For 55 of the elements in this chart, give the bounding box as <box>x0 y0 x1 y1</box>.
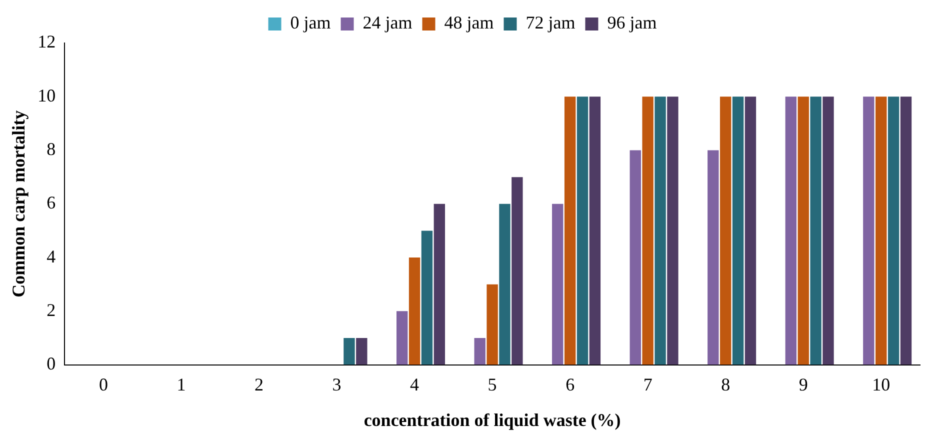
bar <box>876 96 887 365</box>
x-axis-title: concentration of liquid waste (%) <box>364 410 621 430</box>
bar <box>396 311 408 365</box>
bar <box>512 177 523 365</box>
x-tick-label: 5 <box>488 374 497 394</box>
x-tick-label: 9 <box>798 374 808 394</box>
bar <box>434 204 446 365</box>
bar <box>589 96 601 365</box>
x-tick-label: 1 <box>176 374 186 394</box>
bar <box>552 204 564 365</box>
bar <box>356 338 368 365</box>
bar <box>708 150 719 365</box>
bar <box>474 338 486 365</box>
y-tick-label: 12 <box>38 32 56 52</box>
x-tick-label: 6 <box>566 374 575 394</box>
bar <box>408 258 420 365</box>
legend-label: 72 jam <box>526 12 576 33</box>
bar <box>667 96 678 365</box>
bar <box>499 204 510 365</box>
y-tick-label: 0 <box>46 354 56 374</box>
bar <box>486 284 498 365</box>
bar <box>744 96 756 365</box>
y-tick-label: 2 <box>46 300 56 320</box>
x-tick-label: 8 <box>721 374 730 394</box>
bar <box>564 96 576 365</box>
y-tick-label: 6 <box>46 192 56 213</box>
x-tick-label: 4 <box>410 374 420 394</box>
bar <box>888 96 900 365</box>
legend-label: 24 jam <box>362 12 412 33</box>
bar <box>642 96 654 365</box>
y-tick-label: 8 <box>46 139 56 159</box>
bar <box>785 96 797 365</box>
legend-label: 48 jam <box>444 12 494 33</box>
y-tick-label: 4 <box>46 246 56 266</box>
bar <box>732 96 744 365</box>
bar <box>863 96 874 365</box>
legend-label: 96 jam <box>607 12 657 33</box>
bar <box>630 150 641 365</box>
bar <box>421 230 433 365</box>
x-tick-label: 10 <box>872 374 890 394</box>
y-tick-label: 10 <box>38 85 56 106</box>
y-axis-title: Common carp mortality <box>8 110 28 298</box>
x-tick-label: 3 <box>332 374 342 394</box>
bar <box>654 96 666 365</box>
bar <box>822 96 834 365</box>
bar <box>720 96 732 365</box>
bar <box>576 96 588 365</box>
bar <box>900 96 912 365</box>
x-tick-label: 7 <box>643 374 652 394</box>
x-tick-label: 0 <box>98 374 108 394</box>
bar <box>798 96 809 365</box>
bar <box>810 96 822 365</box>
bar <box>344 338 355 365</box>
x-tick-label: 2 <box>254 374 264 394</box>
legend-label: 0 jam <box>290 12 331 33</box>
